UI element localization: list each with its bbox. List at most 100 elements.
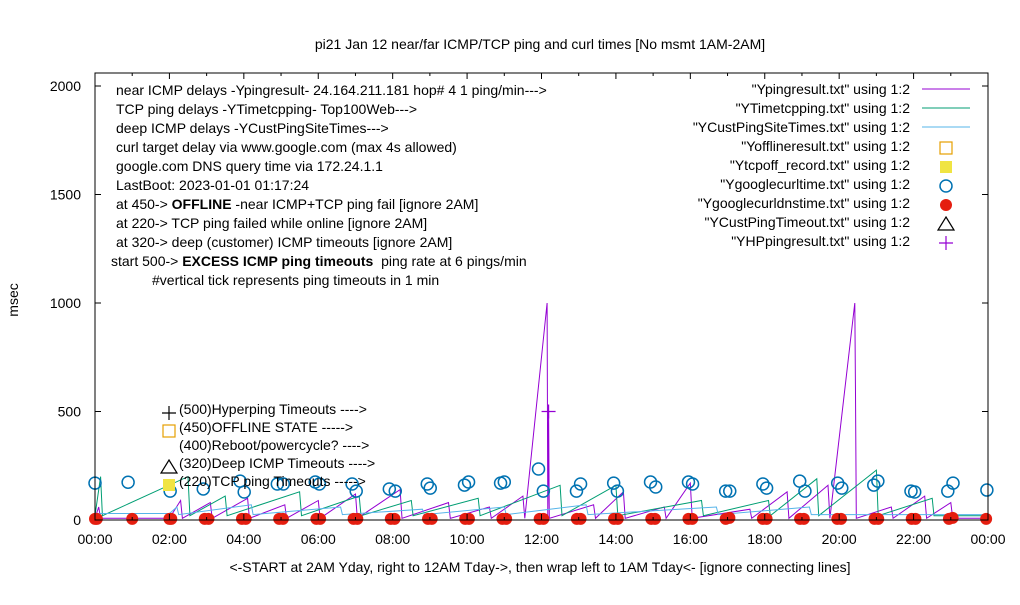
legend-marker (940, 199, 952, 211)
data-point (946, 476, 960, 490)
annotation-text: curl target delay via www.google.com (ma… (116, 139, 457, 155)
legend-marker (939, 141, 953, 155)
x-tick-label: 10:00 (450, 531, 485, 547)
annotation-text: google.com DNS query time via 172.24.1.1 (116, 158, 383, 174)
data-point (835, 512, 848, 525)
note-text: at 450-> OFFLINE -near ICMP+TCP ping fai… (116, 196, 478, 212)
x-tick-label: 08:00 (375, 531, 410, 547)
note-text: at 320-> deep (customer) ICMP timeouts [… (116, 234, 452, 250)
key-label: (320)Deep ICMP Timeouts ----> (179, 455, 375, 471)
data-point (202, 512, 215, 525)
data-point (756, 477, 770, 491)
x-axis-label: <-START at 2AM Yday, right to 12AM Tday-… (229, 559, 850, 575)
data-point (239, 512, 252, 525)
data-point (497, 475, 512, 489)
data-point (90, 512, 103, 525)
data-point (871, 474, 885, 488)
data-point (569, 484, 584, 498)
data-point (541, 404, 556, 419)
x-tick-label: 12:00 (524, 531, 559, 547)
data-point (574, 512, 587, 525)
data-point (388, 512, 401, 525)
x-tick-label: 00:00 (970, 531, 1005, 547)
y-tick-label: 1000 (50, 295, 81, 311)
data-point (276, 512, 289, 525)
note-post: ping rate at 6 pings/min (373, 253, 526, 269)
data-point (648, 512, 661, 525)
data-point (531, 462, 546, 476)
data-point (314, 512, 327, 525)
key-label: (220)TCP ping Timeouts -----> (179, 473, 366, 489)
data-point (980, 483, 994, 497)
legend-label: "YCustPingTimeout.txt" using 1:2 (704, 214, 910, 230)
y-tick-label: 500 (58, 404, 82, 420)
data-point (270, 477, 285, 491)
data-point (388, 484, 403, 498)
data-point (536, 484, 551, 498)
legend: "Ypingresult.txt" using 1:2 "YTimetcpping… (693, 81, 970, 250)
data-point (462, 512, 475, 525)
legend-label: "YHPpingresult.txt" using 1:2 (731, 233, 910, 249)
legend-label: "Ygooglecurldnstime.txt" using 1:2 (698, 195, 910, 211)
data-point (312, 477, 327, 491)
data-point (872, 512, 885, 525)
data-point (606, 476, 621, 490)
data-point (165, 512, 178, 525)
data-point (121, 475, 135, 489)
legend-marker (940, 161, 952, 173)
key-marker (162, 424, 176, 438)
data-point (648, 480, 663, 494)
chart-title: pi21 Jan 12 near/far ICMP/TCP ping and c… (315, 36, 765, 52)
x-tick-label: 06:00 (301, 531, 336, 547)
series-line-1 (94, 469, 988, 517)
y-axis-label: msec (5, 283, 21, 316)
data-point (686, 512, 699, 525)
data-point (835, 481, 849, 495)
legend-marker (939, 236, 953, 250)
data-point (685, 477, 700, 491)
key-marker (162, 406, 176, 420)
note-pre: at 220-> TCP ping failed while online [i… (116, 215, 427, 231)
data-point (867, 478, 881, 492)
key-label: (400)Reboot/powercycle? ----> (179, 437, 369, 453)
y-tick-label: 1500 (50, 187, 81, 203)
data-point (349, 484, 363, 498)
x-tick-label: 14:00 (598, 531, 633, 547)
note-text: #vertical tick represents ping timeouts … (152, 272, 439, 288)
data-point (723, 484, 737, 498)
note-bold: EXCESS ICMP ping timeouts (182, 253, 373, 269)
note-pre: start 500-> (111, 253, 182, 269)
x-tick-label: 04:00 (226, 531, 261, 547)
data-point (382, 482, 397, 496)
data-point (345, 477, 359, 491)
annotation-text: TCP ping delays -YTimetcpping- Top100Web… (116, 101, 417, 117)
x-tick-label: 18:00 (747, 531, 782, 547)
data-point (461, 475, 476, 489)
key-marker (159, 458, 179, 474)
data-point (909, 512, 922, 525)
x-tick-label: 02:00 (152, 531, 187, 547)
data-point (457, 478, 472, 492)
data-point (798, 484, 812, 498)
data-point (759, 481, 774, 495)
data-point (980, 512, 993, 525)
note-text: start 500-> EXCESS ICMP ping timeouts pi… (111, 253, 527, 269)
annotation-text: LastBoot: 2023-01-01 01:17:24 (116, 177, 309, 193)
x-tick-label: 16:00 (673, 531, 708, 547)
x-tick-label: 22:00 (896, 531, 931, 547)
legend-label: "YTimetcpping.txt" using 1:2 (736, 100, 911, 116)
y-tick-label: 2000 (50, 78, 81, 94)
legend-marker (936, 215, 956, 231)
note-bold: OFFLINE (172, 196, 232, 212)
y-tick-label: 0 (73, 512, 81, 528)
legend-label: "Ygooglecurltime.txt" using 1:2 (720, 176, 910, 192)
data-point (760, 512, 773, 525)
data-point (610, 484, 625, 498)
data-point (907, 485, 922, 499)
data-point (237, 485, 251, 499)
legend-label: "YCustPingSiteTimes.txt" using 1:2 (693, 119, 910, 135)
data-point (537, 512, 550, 525)
data-point (276, 477, 291, 491)
note-pre: at 320-> deep (customer) ICMP timeouts [… (116, 234, 452, 250)
